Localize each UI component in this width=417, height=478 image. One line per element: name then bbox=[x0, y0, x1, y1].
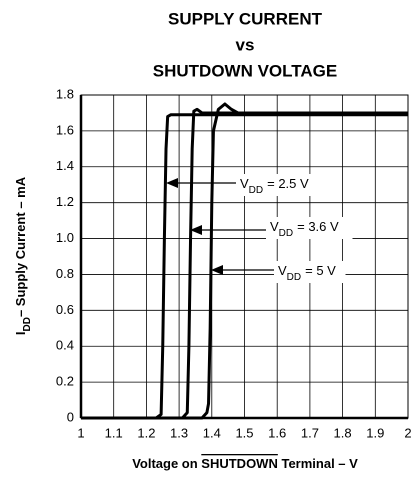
annotation-part: V bbox=[278, 263, 287, 278]
y-axis-label: IDD– Supply Current – mA bbox=[13, 176, 33, 335]
annotation-arrow bbox=[166, 178, 178, 188]
annotation-sub: DD bbox=[249, 185, 263, 196]
x-tick-label: 1.2 bbox=[137, 425, 155, 440]
annotation-bg bbox=[274, 261, 346, 283]
series-line bbox=[81, 107, 408, 420]
annotation-label: VDD = 2.5 V bbox=[240, 176, 309, 196]
annotation-sub: DD bbox=[287, 272, 301, 283]
x-tick-label: 1.3 bbox=[170, 425, 188, 440]
x-tick-label: 1.8 bbox=[334, 425, 352, 440]
x-tick-label: 1 bbox=[77, 425, 84, 440]
x-label-part: Terminal – V bbox=[281, 456, 358, 471]
y-tick-label: 1.8 bbox=[56, 86, 74, 101]
x-tick-label: 1.7 bbox=[301, 425, 319, 440]
annotation-arrow bbox=[190, 225, 202, 235]
y-tick-label: 0.4 bbox=[56, 338, 74, 353]
annotation-part: = 2.5 V bbox=[267, 176, 309, 191]
y-tick-label: 0.2 bbox=[56, 374, 74, 389]
annotation-bg bbox=[266, 217, 353, 239]
annotation-label: VDD = 5 V bbox=[278, 263, 336, 283]
y-tick-label: 0 bbox=[67, 409, 74, 424]
y-label-part: I bbox=[13, 331, 28, 335]
x-tick-label: 1.9 bbox=[366, 425, 384, 440]
x-label-part: Voltage on bbox=[132, 456, 198, 471]
x-tick-label: 1.1 bbox=[105, 425, 123, 440]
series-line bbox=[81, 102, 408, 420]
x-tick-label: 1.5 bbox=[235, 425, 253, 440]
chart-title: SHUTDOWN VOLTAGE bbox=[153, 61, 337, 80]
annotation-sub: DD bbox=[279, 228, 293, 239]
x-axis-label: Voltage on SHUTDOWN Terminal – V bbox=[132, 456, 358, 471]
chart-title: SUPPLY CURRENT bbox=[168, 9, 323, 28]
annotation-part: V bbox=[270, 219, 279, 234]
annotation-bg bbox=[236, 174, 323, 196]
annotation-label: VDD = 3.6 V bbox=[270, 219, 339, 239]
y-tick-label: 0.6 bbox=[56, 302, 74, 317]
x-tick-label: 1.4 bbox=[203, 425, 221, 440]
y-tick-label: 0.8 bbox=[56, 266, 74, 281]
y-tick-label: 1.6 bbox=[56, 122, 74, 137]
y-label-part: – Supply Current – mA bbox=[13, 176, 28, 317]
x-label-overline: SHUTDOWN bbox=[201, 456, 278, 471]
x-tick-label: 1.6 bbox=[268, 425, 286, 440]
y-label-sub: DD bbox=[22, 317, 33, 331]
y-tick-label: 1.4 bbox=[56, 158, 74, 173]
annotation-arrow bbox=[211, 265, 223, 275]
annotation-part: = 3.6 V bbox=[297, 219, 339, 234]
x-tick-label: 2 bbox=[404, 425, 411, 440]
y-tick-label: 1.0 bbox=[56, 230, 74, 245]
chart-title: vs bbox=[236, 35, 255, 54]
y-tick-label: 1.2 bbox=[56, 194, 74, 209]
annotation-part: V bbox=[240, 176, 249, 191]
annotation-part: = 5 V bbox=[305, 263, 336, 278]
